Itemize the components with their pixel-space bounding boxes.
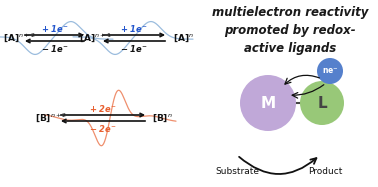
Text: [B]$^{n}$: [B]$^{n}$ xyxy=(152,112,173,124)
Circle shape xyxy=(317,58,343,84)
Text: L: L xyxy=(317,96,327,111)
Text: + 1e$^{-}$: + 1e$^{-}$ xyxy=(40,22,68,33)
Text: Product: Product xyxy=(308,167,342,176)
Text: − 1e$^{-}$: − 1e$^{-}$ xyxy=(120,42,148,53)
Text: + 2e$^{-}$: + 2e$^{-}$ xyxy=(89,102,117,114)
Text: [B]$^{n+2}$: [B]$^{n+2}$ xyxy=(35,112,67,124)
Text: [A]$^{n+1}$: [A]$^{n+1}$ xyxy=(79,32,111,44)
Text: + 1e$^{-}$: + 1e$^{-}$ xyxy=(120,22,148,33)
Text: − 1e$^{-}$: − 1e$^{-}$ xyxy=(40,42,68,53)
Circle shape xyxy=(240,75,296,131)
Text: ne$^{-}$: ne$^{-}$ xyxy=(322,66,338,76)
Text: Substrate: Substrate xyxy=(215,167,259,176)
Circle shape xyxy=(300,81,344,125)
Text: [A]$^{n}$: [A]$^{n}$ xyxy=(173,32,194,44)
Text: M: M xyxy=(260,96,276,111)
Text: − 2e$^{-}$: − 2e$^{-}$ xyxy=(89,122,117,134)
Text: [A]$^{n+2}$: [A]$^{n+2}$ xyxy=(3,32,36,44)
Text: multielectron reactivity
promoted by redox-
active ligands: multielectron reactivity promoted by red… xyxy=(212,6,368,55)
